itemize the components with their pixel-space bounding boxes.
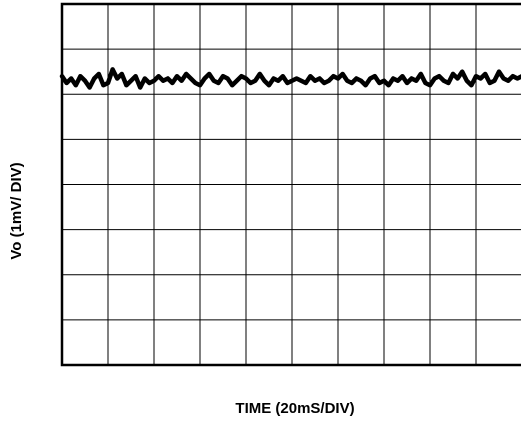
- y-axis-label: Vo (1mV/ DIV): [8, 162, 25, 259]
- plot-border: [60, 2, 521, 367]
- x-axis-label: TIME (20mS/DIV): [235, 400, 354, 417]
- plot-frame: [60, 2, 521, 367]
- signal-trace-line: [59, 67, 521, 90]
- grid: [62, 4, 521, 365]
- plot-series: [59, 67, 521, 90]
